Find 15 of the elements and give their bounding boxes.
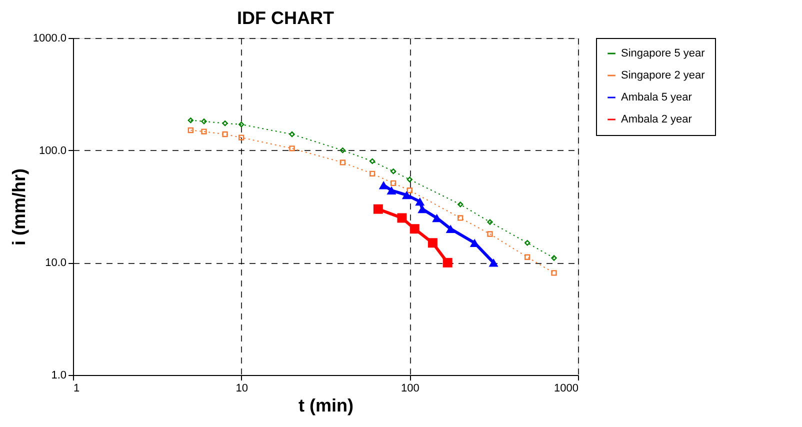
y-tick-label: 1.0 [51,370,66,382]
x-axis-title: t (min) [298,396,354,416]
chart-title: IDF CHART [237,8,334,28]
y-tick-label: 10.0 [45,257,66,270]
x-tick-label: 1000 [554,382,578,394]
legend-label: Ambala 5 year [621,92,692,104]
x-tick-label: 1 [74,382,80,394]
y-tick-label: 1000.0 [32,32,66,44]
legend-label: Singapore 2 year [621,70,706,82]
y-axis-title: i (mm/hr) [8,168,29,246]
y-tick-label: 100.0 [38,144,66,157]
legend-label: Singapore 5 year [621,48,706,60]
legend-label: Ambala 2 year [621,114,692,126]
x-tick-label: 10 [236,382,248,394]
x-tick-label: 100 [400,382,420,394]
